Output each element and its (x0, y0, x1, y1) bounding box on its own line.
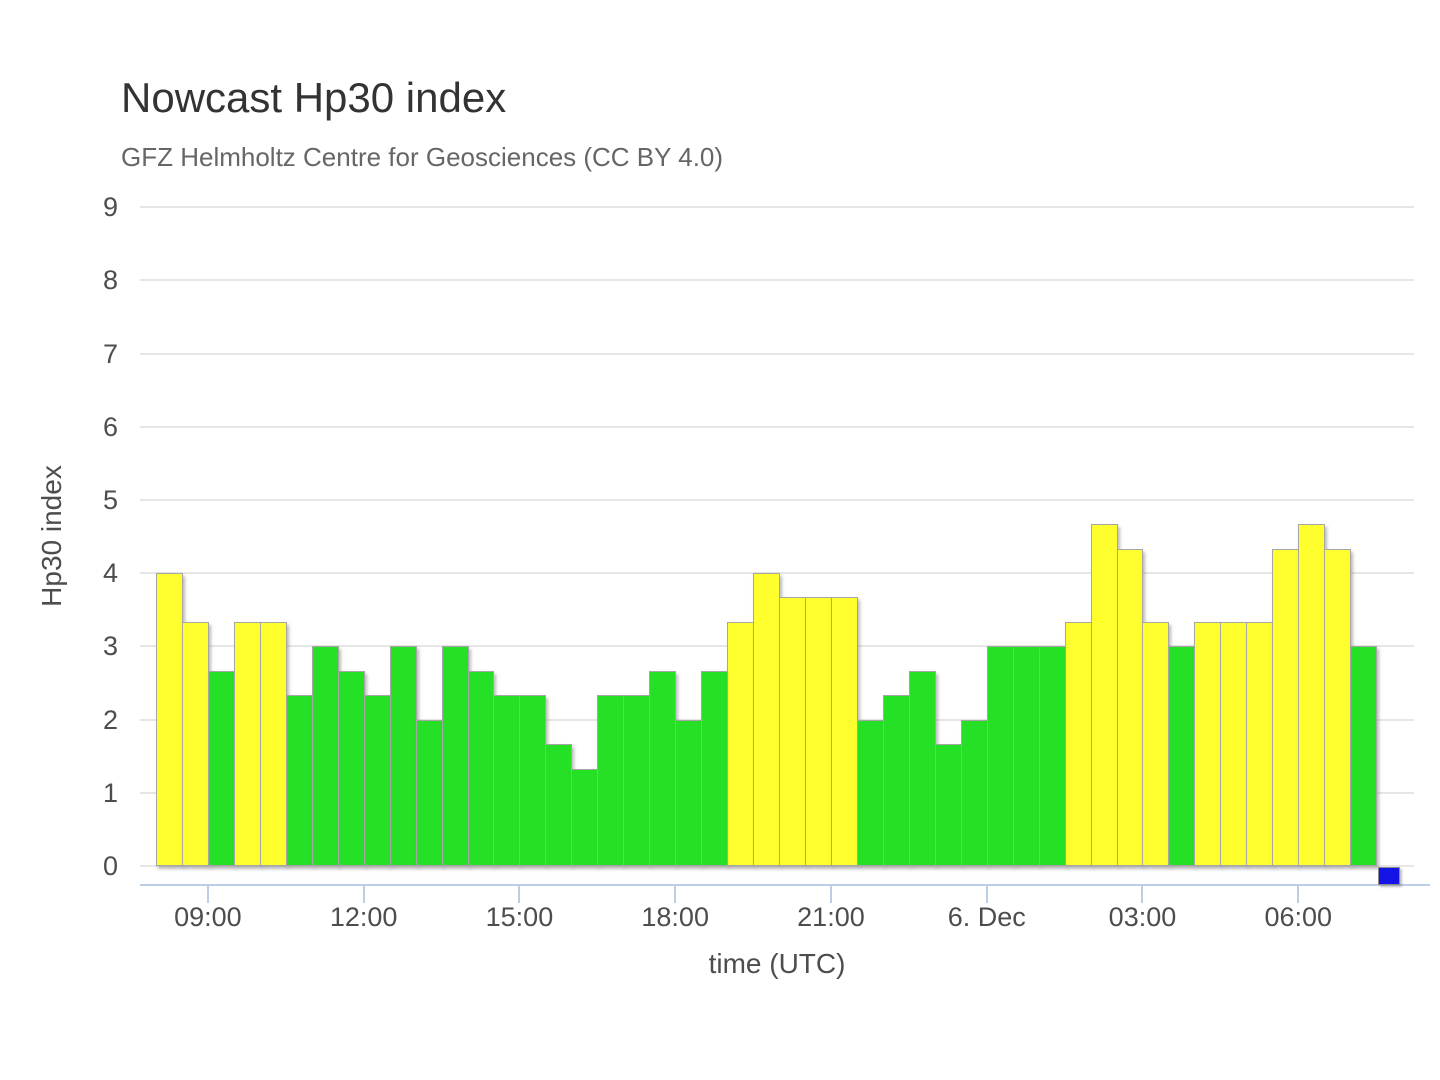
hp30-bar[interactable] (519, 695, 547, 866)
y-tick-label: 5 (102, 485, 118, 515)
x-axis-title: time (UTC) (708, 948, 846, 979)
hp30-bar[interactable] (363, 695, 391, 866)
hp30-bar[interactable] (882, 695, 910, 866)
x-tick (985, 884, 988, 903)
x-tick (206, 884, 209, 903)
x-tick (362, 884, 365, 903)
x-tick-label: 09:00 (174, 902, 242, 932)
gridline (140, 206, 1414, 209)
hp30-bar[interactable] (1038, 646, 1066, 866)
hp30-bar[interactable] (259, 622, 287, 866)
y-tick-label: 9 (102, 192, 118, 223)
hp30-bar[interactable] (1298, 524, 1326, 866)
hp30-bar[interactable] (1246, 622, 1274, 866)
hp30-bar[interactable] (181, 622, 209, 866)
x-tick-label: 6. Dec (947, 902, 1026, 932)
hp30-bar[interactable] (960, 719, 988, 866)
hp30-bar[interactable] (649, 670, 677, 866)
hp30-bar[interactable] (1116, 549, 1144, 866)
y-tick-label: 4 (102, 558, 118, 589)
gridline (140, 352, 1414, 355)
y-tick-label: 6 (102, 411, 118, 442)
gridline (140, 279, 1414, 282)
hp30-bar[interactable] (1064, 622, 1092, 866)
y-tick-label: 7 (102, 338, 118, 369)
hp30-bar[interactable] (1194, 622, 1222, 866)
hp30-bar[interactable] (493, 695, 521, 866)
x-tick (674, 884, 677, 903)
hp30-bar[interactable] (1142, 622, 1170, 866)
hp30-bar[interactable] (207, 670, 235, 866)
hp30-bar[interactable] (805, 597, 832, 866)
chart-title: Nowcast Hp30 index (121, 74, 507, 121)
hp30-bar[interactable] (389, 646, 417, 866)
hp30-bar[interactable] (1090, 524, 1118, 866)
y-axis-title: Hp30 index (36, 465, 67, 607)
hp30-bar[interactable] (441, 646, 469, 866)
gridline (140, 865, 1414, 867)
hp30-bar[interactable] (1012, 646, 1040, 866)
hp30-bar[interactable] (830, 597, 858, 866)
hp30-bar[interactable] (311, 646, 339, 866)
y-tick-label: 2 (102, 704, 118, 735)
x-tick (518, 884, 521, 903)
y-tick-label: 0 (102, 851, 118, 881)
hp30-bar[interactable] (1324, 549, 1352, 866)
gridline (140, 425, 1414, 428)
hp30-bar[interactable] (233, 622, 261, 866)
hp30-bar[interactable] (1272, 549, 1300, 866)
hp30-bar[interactable] (467, 670, 495, 866)
hp30-bar[interactable] (753, 573, 781, 866)
current-interval-marker[interactable] (1378, 867, 1401, 885)
x-tick-label: 21:00 (797, 902, 865, 932)
x-tick (1141, 884, 1144, 903)
x-tick-label: 03:00 (1108, 902, 1177, 932)
y-tick-label: 1 (102, 777, 118, 808)
hp30-bar[interactable] (1350, 646, 1378, 866)
hp30-bar[interactable] (285, 695, 313, 866)
chart-subtitle: GFZ Helmholtz Centre for Geosciences (CC… (121, 142, 724, 172)
x-tick-label: 06:00 (1264, 902, 1333, 932)
hp30-bar[interactable] (623, 695, 651, 866)
hp30-bar[interactable] (986, 646, 1014, 866)
x-axis-line (140, 884, 1430, 886)
hp30-bar[interactable] (856, 719, 884, 866)
hp30-bar[interactable] (156, 573, 183, 866)
y-tick-label: 8 (102, 265, 118, 296)
y-tick-label: 3 (102, 631, 118, 662)
x-tick-label: 18:00 (641, 902, 709, 932)
gridline (140, 499, 1414, 501)
x-tick-label: 15:00 (485, 902, 554, 932)
x-tick (1297, 884, 1300, 903)
hp30-bar[interactable] (727, 622, 755, 866)
hp30-bar[interactable] (779, 597, 806, 866)
hp30-bar[interactable] (545, 743, 573, 866)
hp30-bar[interactable] (337, 670, 365, 866)
hp30-bar[interactable] (934, 743, 962, 866)
hp30-bar[interactable] (597, 695, 625, 866)
hp30-bar[interactable] (675, 719, 703, 866)
hp30-bar[interactable] (701, 670, 729, 866)
x-tick-label: 12:00 (329, 902, 398, 932)
x-tick (829, 884, 832, 903)
hp30-bar[interactable] (1220, 622, 1248, 866)
hp30-bar[interactable] (1168, 646, 1196, 866)
hp30-bar[interactable] (908, 670, 936, 866)
hp30-bar[interactable] (415, 719, 443, 866)
hp30-bar[interactable] (571, 768, 599, 866)
